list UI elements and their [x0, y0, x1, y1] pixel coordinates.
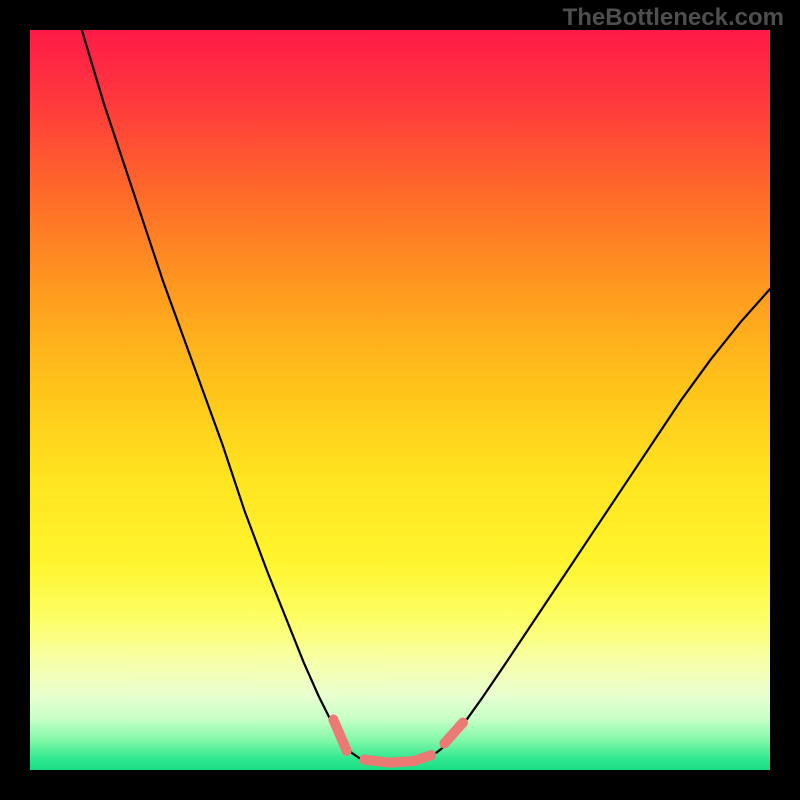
watermark-text: TheBottleneck.com: [563, 4, 784, 32]
plot-area: [30, 30, 770, 770]
image-root: TheBottleneck.com: [0, 0, 800, 800]
optimal-range-marker: [30, 30, 770, 770]
